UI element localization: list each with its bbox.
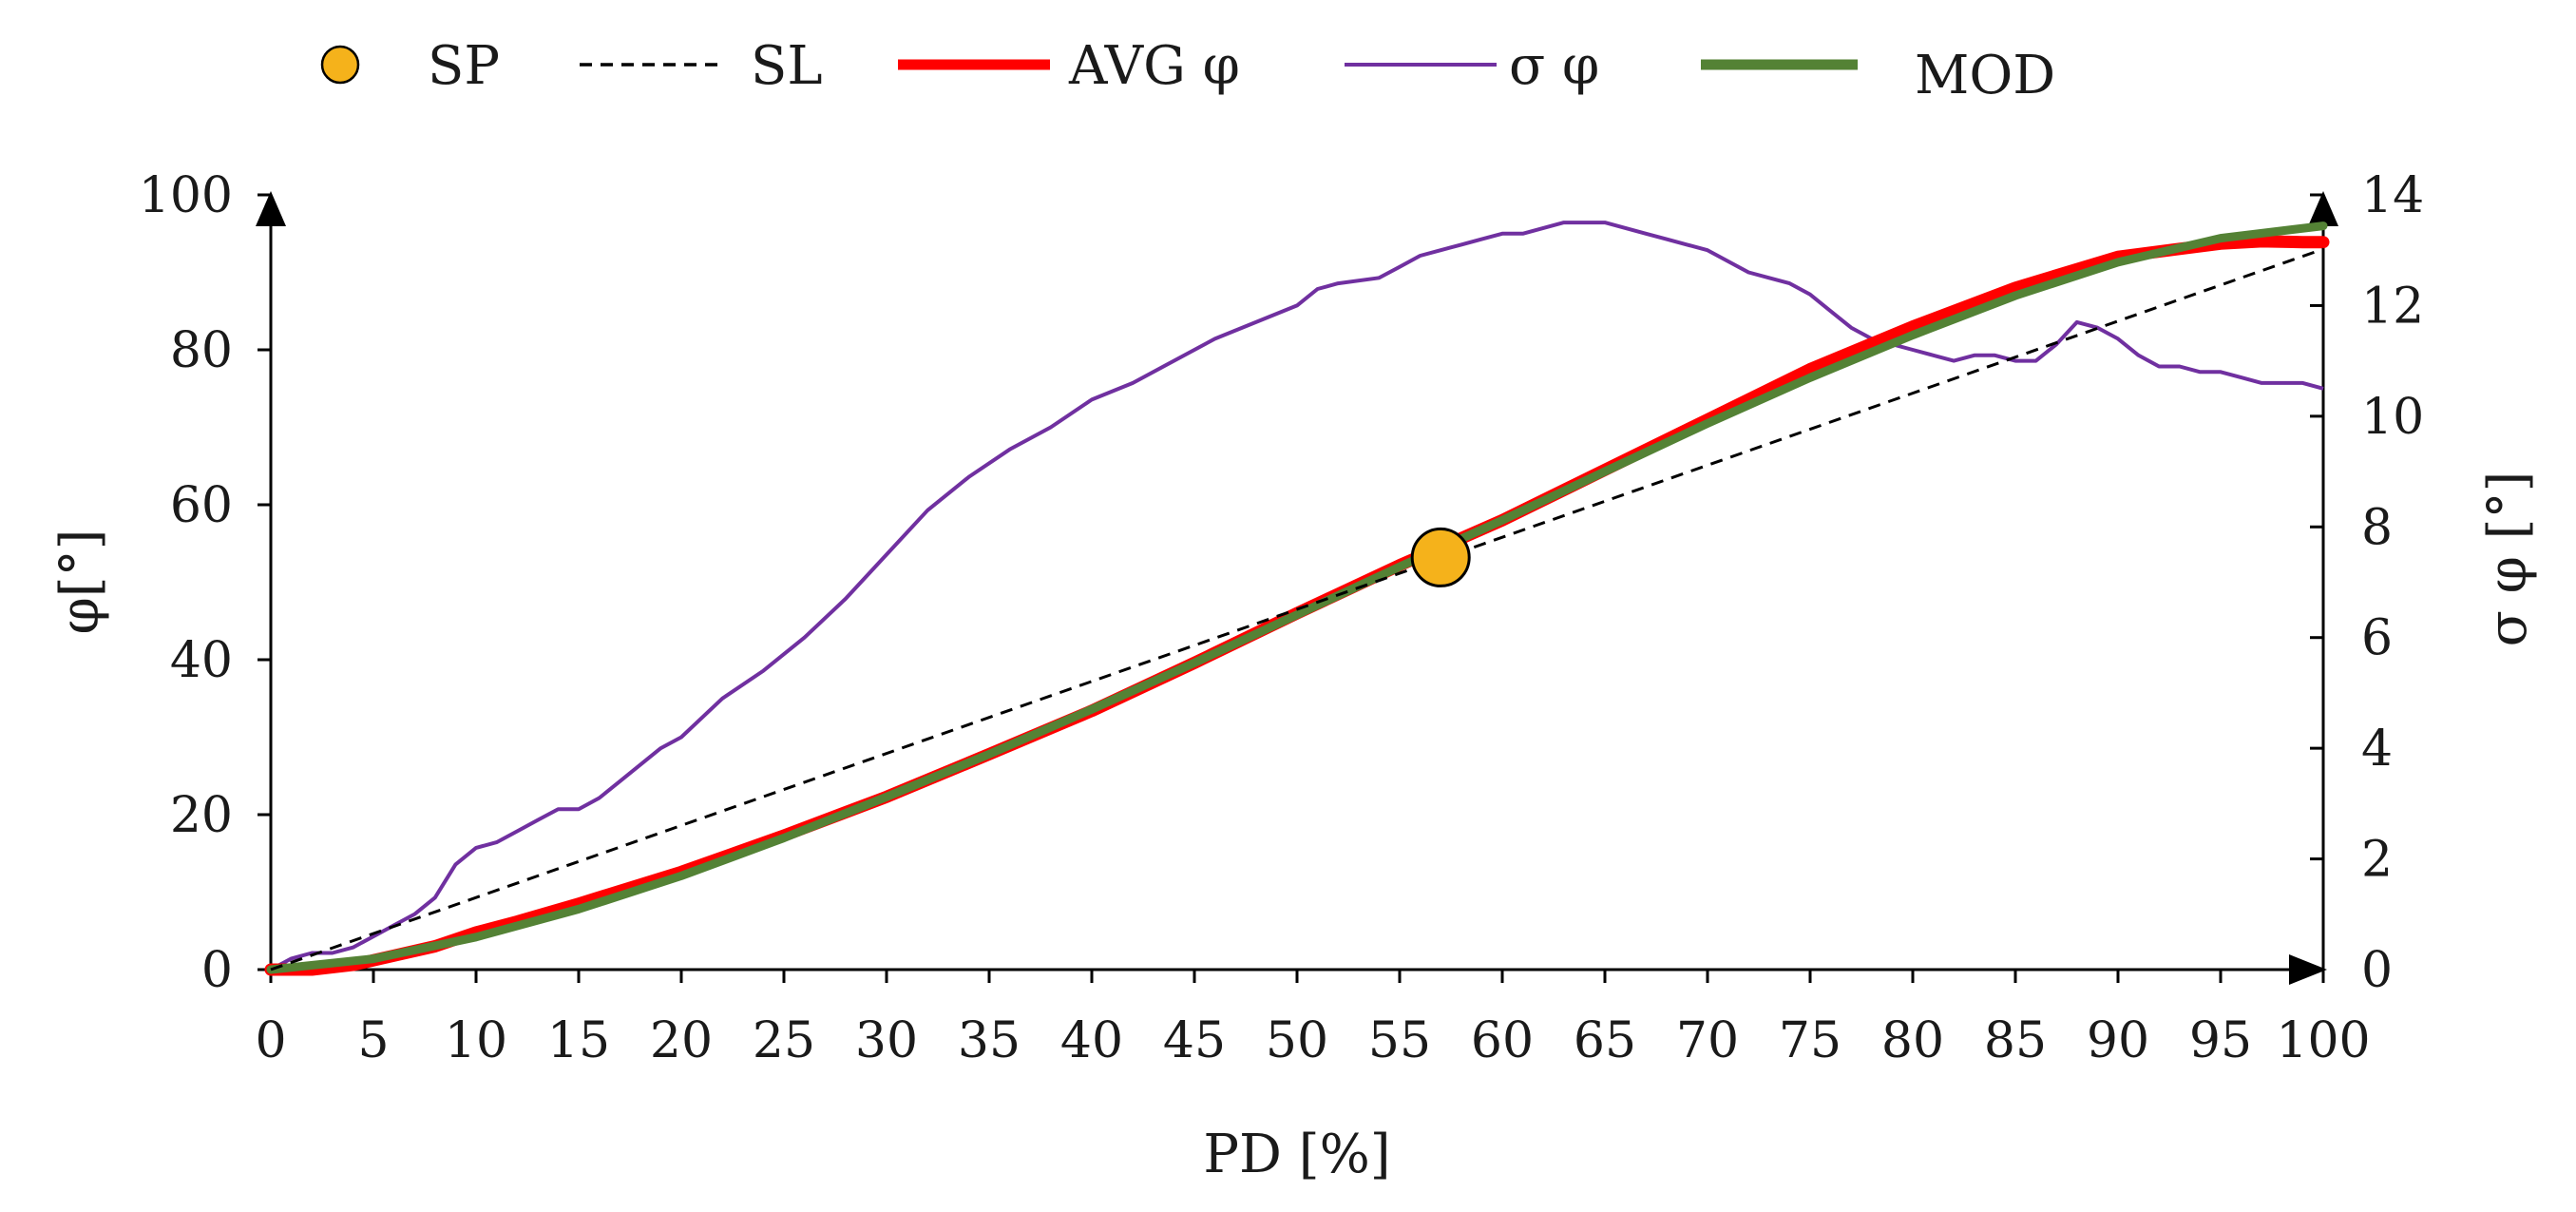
sl-line: [270, 247, 2324, 972]
x-tick-label: 60: [1471, 1012, 1534, 1069]
legend-sp-label: SP: [428, 35, 500, 97]
sp-marker: [1410, 527, 1471, 587]
legend-sigma-label: σ φ: [1509, 35, 1599, 97]
y2-tick-label: 4: [2361, 721, 2393, 778]
x-tick-label: 50: [1266, 1012, 1328, 1069]
y2-axis-arrow: [2308, 191, 2338, 226]
y-axis-arrow: [256, 191, 286, 226]
y2-tick-label: 14: [2361, 167, 2424, 224]
x-tick-label: 55: [1368, 1012, 1431, 1069]
y-tick-label: 0: [201, 942, 233, 999]
y2-axis-title: σ φ [°]: [2477, 471, 2539, 647]
y-tick-label: 40: [170, 632, 233, 689]
x-tick-label: 15: [547, 1012, 610, 1069]
legend: SP SL AVG φ σ φ MOD: [320, 35, 2055, 106]
x-tick-label: 5: [357, 1012, 389, 1069]
y-axis-title: φ[°]: [49, 529, 111, 635]
x-tick-label: 25: [753, 1012, 815, 1069]
x-tick-label: 85: [1984, 1012, 2047, 1069]
avg-phi-line: [264, 235, 2330, 976]
y2-tick-label: 2: [2361, 832, 2393, 889]
legend-sp-marker: [320, 45, 360, 85]
x-tick-label: 95: [2189, 1012, 2252, 1069]
x-tick-label: 45: [1163, 1012, 1226, 1069]
x-tick-label: 10: [445, 1012, 507, 1069]
y2-tick-label: 0: [2361, 942, 2393, 999]
x-tick-label: 75: [1779, 1012, 1841, 1069]
y-tick-label: 100: [139, 167, 233, 224]
x-tick-label: 100: [2276, 1012, 2370, 1069]
legend-mod-label: MOD: [1915, 45, 2055, 106]
y2-tick-label: 6: [2361, 610, 2393, 667]
y2-tick-label: 12: [2361, 278, 2424, 335]
legend-sl-label: SL: [751, 35, 823, 97]
y2-tick-label: 8: [2361, 499, 2393, 556]
ticks: 0 5 10 15 20 25 30 35 40 45 50 55 60 65 70 75 80 85 90 95 10…: [139, 167, 2424, 1069]
x-tick-label: 0: [255, 1012, 286, 1069]
x-tick-label: 40: [1060, 1012, 1123, 1069]
axes: [256, 191, 2338, 985]
sigma-phi-line: [270, 221, 2324, 972]
x-tick-label: 80: [1881, 1012, 1944, 1069]
x-axis-arrow: [2289, 954, 2327, 985]
legend-avg-label: AVG φ: [1068, 35, 1240, 97]
x-tick-label: 20: [650, 1012, 713, 1069]
y2-tick-label: 10: [2361, 389, 2424, 446]
series: [264, 221, 2330, 976]
x-axis-title: PD [%]: [1203, 1124, 1390, 1185]
y-tick-label: 80: [170, 322, 233, 379]
x-tick-label: 30: [855, 1012, 918, 1069]
mod-line: [266, 221, 2328, 974]
y-tick-label: 20: [170, 787, 233, 844]
x-tick-label: 35: [958, 1012, 1021, 1069]
x-tick-label: 90: [2087, 1012, 2149, 1069]
y-tick-label: 60: [170, 477, 233, 534]
x-tick-label: 70: [1676, 1012, 1739, 1069]
x-tick-label: 65: [1574, 1012, 1636, 1069]
